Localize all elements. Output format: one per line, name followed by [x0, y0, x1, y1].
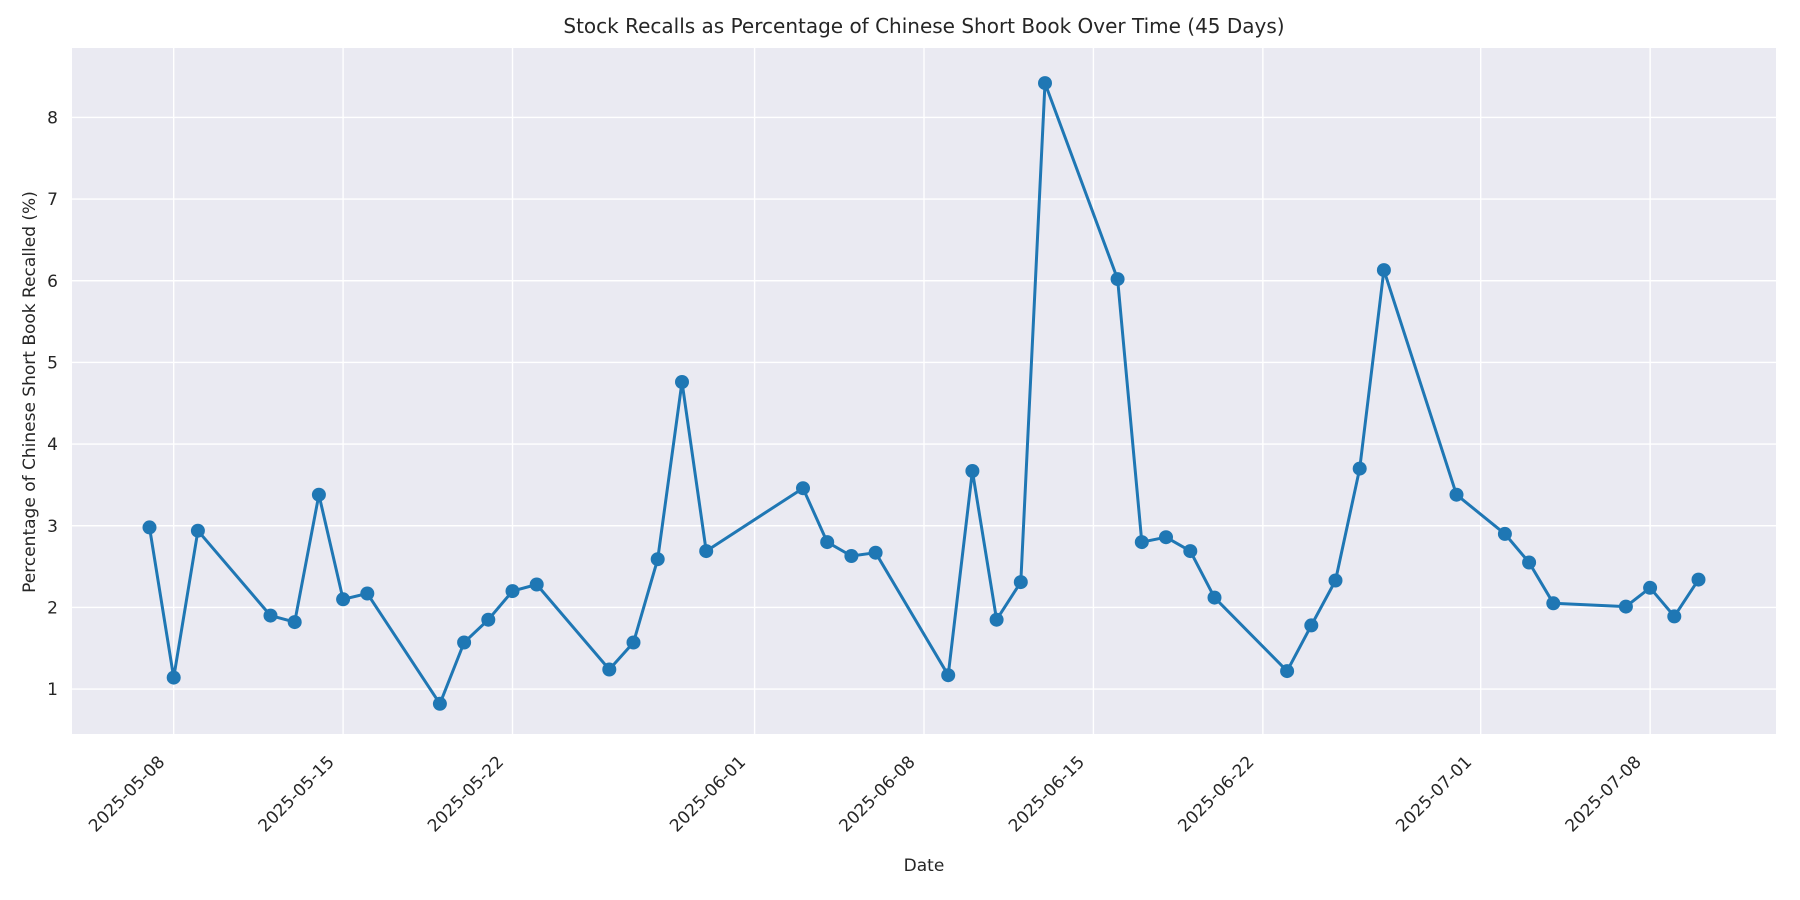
data-point-marker: [1304, 618, 1319, 633]
x-tick-label: 2025-06-22: [1174, 752, 1258, 836]
data-point-marker: [820, 535, 835, 550]
data-point-marker: [432, 696, 447, 711]
y-tick-label: 4: [47, 435, 58, 455]
y-tick-label: 5: [47, 353, 58, 373]
x-tick-label: 2025-05-22: [424, 752, 508, 836]
chart-title: Stock Recalls as Percentage of Chinese S…: [563, 14, 1285, 38]
data-point-marker: [505, 584, 520, 599]
data-point-marker: [1618, 599, 1633, 614]
x-tick-label: 2025-06-01: [666, 752, 750, 836]
data-point-marker: [1643, 580, 1658, 595]
data-point-marker: [1280, 664, 1295, 679]
data-point-marker: [989, 612, 1004, 627]
data-point-marker: [1691, 572, 1706, 587]
data-point-marker: [602, 662, 617, 677]
data-point-marker: [287, 615, 302, 630]
data-point-marker: [844, 549, 859, 563]
data-point-marker: [457, 635, 472, 650]
data-point-marker: [796, 481, 810, 496]
data-point-marker: [941, 668, 956, 683]
data-point-marker: [1522, 555, 1537, 570]
x-axis-label: Date: [903, 856, 945, 876]
data-point-marker: [1134, 535, 1149, 550]
x-tick-label: 2025-06-08: [836, 752, 920, 836]
x-tick-label: 2025-07-08: [1562, 752, 1646, 836]
data-point-marker: [1352, 461, 1367, 476]
data-point-marker: [1546, 596, 1561, 611]
data-point-marker: [263, 608, 278, 623]
data-point-marker: [1038, 76, 1052, 91]
data-point-marker: [1013, 575, 1028, 590]
data-point-marker: [529, 577, 544, 592]
y-tick-label: 1: [47, 680, 58, 700]
data-point-marker: [868, 545, 883, 560]
x-tick-label: 2025-07-01: [1392, 752, 1476, 836]
data-point-marker: [1207, 590, 1222, 605]
data-point-marker: [166, 670, 181, 685]
data-point-marker: [965, 464, 980, 478]
data-point-marker: [142, 520, 157, 535]
y-tick-label: 7: [47, 190, 58, 210]
y-tick-label: 2: [47, 598, 58, 618]
data-point-marker: [1159, 530, 1173, 545]
data-point-marker: [1328, 573, 1343, 588]
data-point-marker: [190, 523, 205, 538]
x-tick-label: 2025-05-15: [255, 752, 339, 836]
data-point-marker: [336, 592, 351, 607]
data-point-marker: [699, 544, 714, 559]
data-point-marker: [1110, 272, 1125, 287]
data-point-marker: [360, 586, 375, 601]
y-axis-label: Percentage of Chinese Short Book Recalle…: [20, 191, 40, 593]
data-point-marker: [481, 612, 496, 627]
data-point-marker: [1376, 263, 1391, 278]
x-tick-label: 2025-06-15: [1005, 752, 1089, 836]
data-point-marker: [311, 487, 326, 502]
data-point-marker: [1497, 526, 1512, 541]
y-tick-label: 3: [47, 517, 58, 537]
y-tick-label: 6: [47, 272, 58, 292]
data-point-marker: [650, 552, 665, 567]
data-point-marker: [675, 375, 689, 389]
data-point-marker: [1449, 487, 1464, 502]
data-point-marker: [626, 635, 641, 650]
y-tick-label: 8: [47, 108, 58, 128]
data-point-marker: [1183, 544, 1198, 559]
x-tick-label: 2025-05-08: [85, 752, 169, 836]
data-point-marker: [1667, 609, 1682, 624]
